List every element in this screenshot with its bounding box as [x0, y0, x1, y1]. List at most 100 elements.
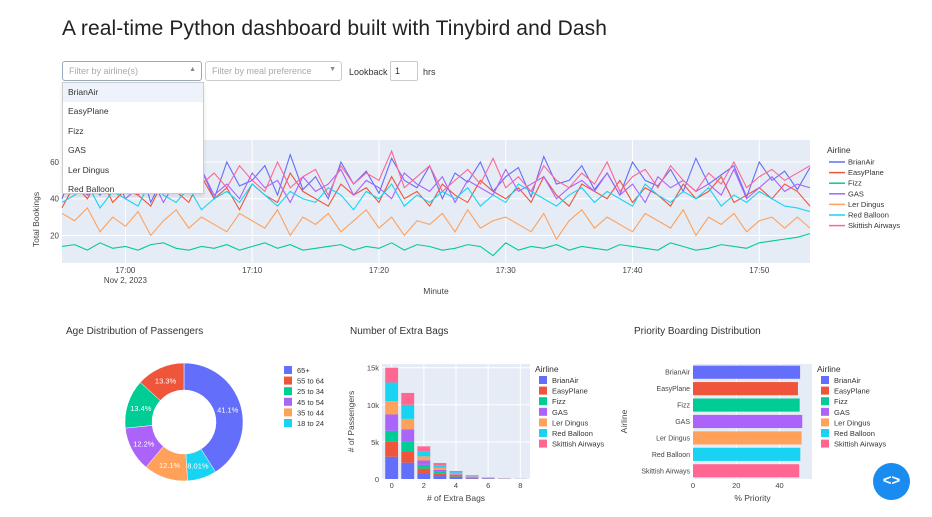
y-tick-label: Ler Dingus [656, 435, 690, 442]
bar-segment [417, 446, 431, 452]
legend-swatch [539, 418, 547, 427]
legend-swatch [284, 366, 292, 374]
legend-title: Airline [817, 364, 841, 374]
bar-segment [385, 441, 399, 457]
legend-swatch [539, 376, 547, 384]
airline-option[interactable]: Fizz [68, 125, 84, 136]
y-axis-title: # of Passengers [346, 391, 356, 452]
y-tick-label: Fizz [677, 403, 690, 410]
bar-segment [385, 414, 399, 431]
bar-segment [433, 469, 447, 472]
legend-label: GAS [834, 408, 850, 417]
bar-segment [401, 429, 415, 442]
bar-segment [433, 465, 447, 468]
bar-segment [401, 392, 415, 405]
bar-segment [417, 456, 431, 461]
x-tick-label: 0 [691, 481, 695, 490]
slice-label: 41.1% [217, 405, 239, 414]
chevron-down-icon[interactable]: ▲ [189, 66, 196, 73]
y-tick-label: Red Balloon [652, 452, 690, 459]
legend-label: Red Balloon [552, 429, 593, 438]
legend-swatch [284, 408, 292, 417]
airline-option[interactable]: BrianAir [63, 83, 203, 103]
airline-option[interactable]: EasyPlane [68, 106, 109, 117]
bar-segment [449, 471, 463, 473]
legend-label: Skittish Airways [834, 440, 886, 449]
hbar [693, 431, 802, 445]
legend-swatch [284, 387, 292, 396]
legend-swatch [821, 407, 829, 416]
chevron-down-icon[interactable]: ▼ [329, 66, 336, 73]
page-title: A real-time Python dashboard built with … [62, 17, 607, 40]
x-axis-title: % Priority [734, 493, 771, 503]
x-tick-label: 17:50 [749, 266, 770, 275]
x-axis-title: # of Extra Bags [427, 493, 485, 503]
bar-segment [417, 460, 431, 465]
x-tick-label: 17:40 [622, 266, 643, 275]
airline-option[interactable]: Red Balloon [68, 183, 115, 194]
x-date-label: Nov 2, 2023 [104, 276, 148, 285]
legend-swatch [284, 397, 292, 406]
bar-segment [433, 476, 447, 479]
legend-label: EasyPlane [834, 387, 870, 396]
slice-label: 13.4% [130, 404, 152, 413]
bar-segment [401, 404, 415, 419]
legend-label: Fizz [552, 397, 566, 406]
y-axis-title: Total Bookings [31, 192, 41, 247]
meal-filter-dropdown[interactable]: Filter by meal preference ▼ [205, 61, 342, 81]
hbar [693, 414, 803, 429]
bar-segment [449, 473, 463, 475]
y-tick-label: GAS [675, 419, 690, 426]
chart-title: Number of Extra Bags [350, 326, 448, 337]
series-line [61, 171, 811, 211]
bar-segment [417, 468, 431, 474]
bar-segment [465, 477, 479, 479]
slice-label: 8.01% [187, 461, 209, 470]
x-tick-label: 20 [732, 481, 740, 490]
legend-label: Ler Dingus [848, 200, 885, 209]
meal-filter-placeholder: Filter by meal preference [212, 66, 312, 76]
lookback-input[interactable] [390, 61, 418, 81]
legend-label: Red Balloon [834, 429, 875, 438]
bar-segment [449, 474, 463, 476]
airline-options-menu: BrianAir EasyPlane Fizz GAS Ler Dingus Red Ba… [62, 82, 204, 194]
priority-boarding-chart: Priority Boarding Distribution 0 20 40 Brian… [619, 326, 886, 503]
airline-option[interactable]: GAS [68, 145, 86, 156]
bar-segment [449, 472, 463, 474]
y-tick-label: 0 [375, 475, 379, 484]
x-tick-label: 17:00 [115, 266, 136, 275]
legend-title: Airline [827, 145, 851, 155]
airline-filter-dropdown[interactable]: Filter by airline(s) ▲ [62, 61, 202, 81]
y-tick-label: Skittish Airways [641, 468, 690, 475]
pie-slice [139, 362, 185, 401]
legend-title: Airline [535, 364, 559, 374]
x-tick-label: 40 [775, 481, 783, 490]
code-icon: <> [882, 472, 901, 489]
slice-label: 13.3% [155, 376, 177, 385]
legend-label: 35 to 44 [297, 408, 324, 417]
lookback-unit: hrs [423, 67, 436, 77]
y-tick-label: 15k [367, 364, 379, 373]
bar-segment [385, 430, 399, 442]
airline-option[interactable]: Ler Dingus [68, 164, 110, 175]
hbar [693, 398, 800, 412]
y-tick-label: 20 [50, 231, 59, 240]
y-tick-label: EasyPlane [657, 386, 691, 393]
series-line [61, 233, 811, 257]
legend-swatch [539, 407, 547, 416]
bar-segment [417, 451, 431, 457]
legend-label: BrianAir [552, 376, 579, 385]
hbar [693, 447, 801, 461]
legend-swatch [539, 439, 547, 448]
legend-swatch [284, 376, 292, 385]
legend-label: EasyPlane [552, 387, 588, 396]
bar-segment [385, 456, 399, 479]
legend-label: BrianAir [834, 376, 861, 385]
legend-label: Ler Dingus [552, 418, 589, 427]
legend-swatch [821, 376, 829, 384]
code-toggle-button[interactable]: <> [873, 463, 910, 500]
bar-segment [433, 473, 447, 477]
legend-label: Skittish Airways [848, 221, 900, 230]
bar-segment [385, 367, 399, 383]
hbar [693, 382, 798, 396]
